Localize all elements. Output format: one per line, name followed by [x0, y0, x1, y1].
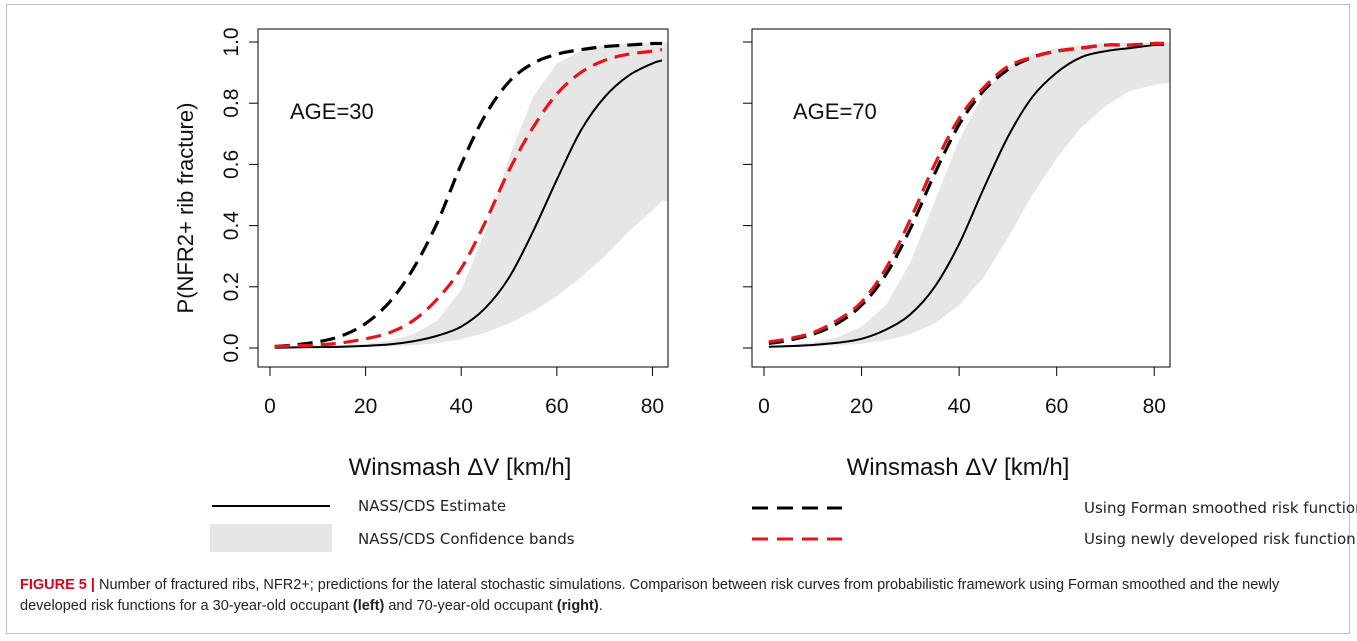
legend: NASS/CDS Estimate NASS/CDS Confidence ba…	[210, 497, 1357, 552]
x-tick-label: 20	[850, 395, 873, 418]
legend-label-new: Using newly developed risk function	[1084, 530, 1356, 548]
caption-text-1: Number of fractured ribs, NFR2+; predict…	[20, 577, 1280, 614]
caption-right: (right)	[556, 598, 599, 614]
caption-text-2: and 70-year-old occupant	[388, 598, 553, 614]
x-axis-label: Winsmash ΔV [km/h]	[847, 454, 1070, 481]
panel-left: 0 20 40 60 80 0.0 0.2 0.4 0.6 0.8 1.0 AGE=30 Winsmas…	[173, 27, 669, 481]
x-tick-label: 80	[641, 395, 664, 418]
legend-label-bands: NASS/CDS Confidence bands	[358, 530, 575, 548]
panel-annotation: AGE=70	[793, 99, 877, 124]
x-tick-label: 60	[1045, 395, 1068, 418]
caption-label: FIGURE 5 |	[20, 577, 95, 593]
plot-box	[257, 28, 669, 368]
legend-swatch-band	[210, 524, 332, 552]
y-tick-label: 0.4	[220, 211, 243, 241]
series-line-forman	[274, 41, 663, 349]
y-tick-label: 0.8	[220, 89, 243, 118]
confidence-band-edge	[662, 42, 668, 202]
x-tick-label: 20	[354, 395, 377, 418]
confidence-band	[768, 42, 1164, 348]
x-axis-label: Winsmash ΔV [km/h]	[349, 454, 572, 481]
y-tick-label: 0.6	[220, 150, 243, 179]
x-tick-label: 0	[264, 395, 276, 418]
x-tick-label: 40	[450, 395, 473, 418]
y-axis-label: P(NFR2+ rib fracture)	[173, 103, 198, 314]
series-line-new	[768, 41, 1165, 344]
series-line-estimate	[768, 43, 1165, 348]
plot-area-left	[274, 41, 668, 349]
legend-label-estimate: NASS/CDS Estimate	[358, 497, 506, 515]
y-tick-label: 0.0	[220, 333, 243, 362]
x-tick-label: 60	[545, 395, 568, 418]
x-tick-label: 0	[758, 395, 770, 418]
confidence-band	[274, 42, 662, 348]
y-tick-label: 0.2	[220, 272, 243, 301]
x-tick-label: 40	[947, 395, 970, 418]
panel-right: 0 20 40 60 80 AGE=70 Winsmash ΔV [km/h]	[743, 28, 1171, 481]
series-line-estimate	[274, 59, 663, 349]
plot-box	[751, 28, 1171, 368]
confidence-band-edge	[1164, 42, 1170, 84]
caption-left: (left)	[352, 598, 385, 614]
x-tick-label: 80	[1143, 395, 1166, 418]
figure-chart: 0 20 40 60 80 0.0 0.2 0.4 0.6 0.8 1.0 AGE=30 Winsmas…	[173, 27, 1357, 552]
legend-label-forman: Using Forman smoothed risk function	[1084, 499, 1357, 517]
panel-annotation: AGE=30	[290, 99, 374, 124]
figure-caption: FIGURE 5 | Number of fractured ribs, NFR…	[20, 575, 1340, 617]
y-tick-label: 1.0	[220, 27, 243, 56]
series-line-new	[274, 48, 663, 349]
figure-frame	[6, 4, 1350, 634]
caption-end: .	[598, 598, 603, 614]
plot-area-right	[768, 41, 1170, 348]
